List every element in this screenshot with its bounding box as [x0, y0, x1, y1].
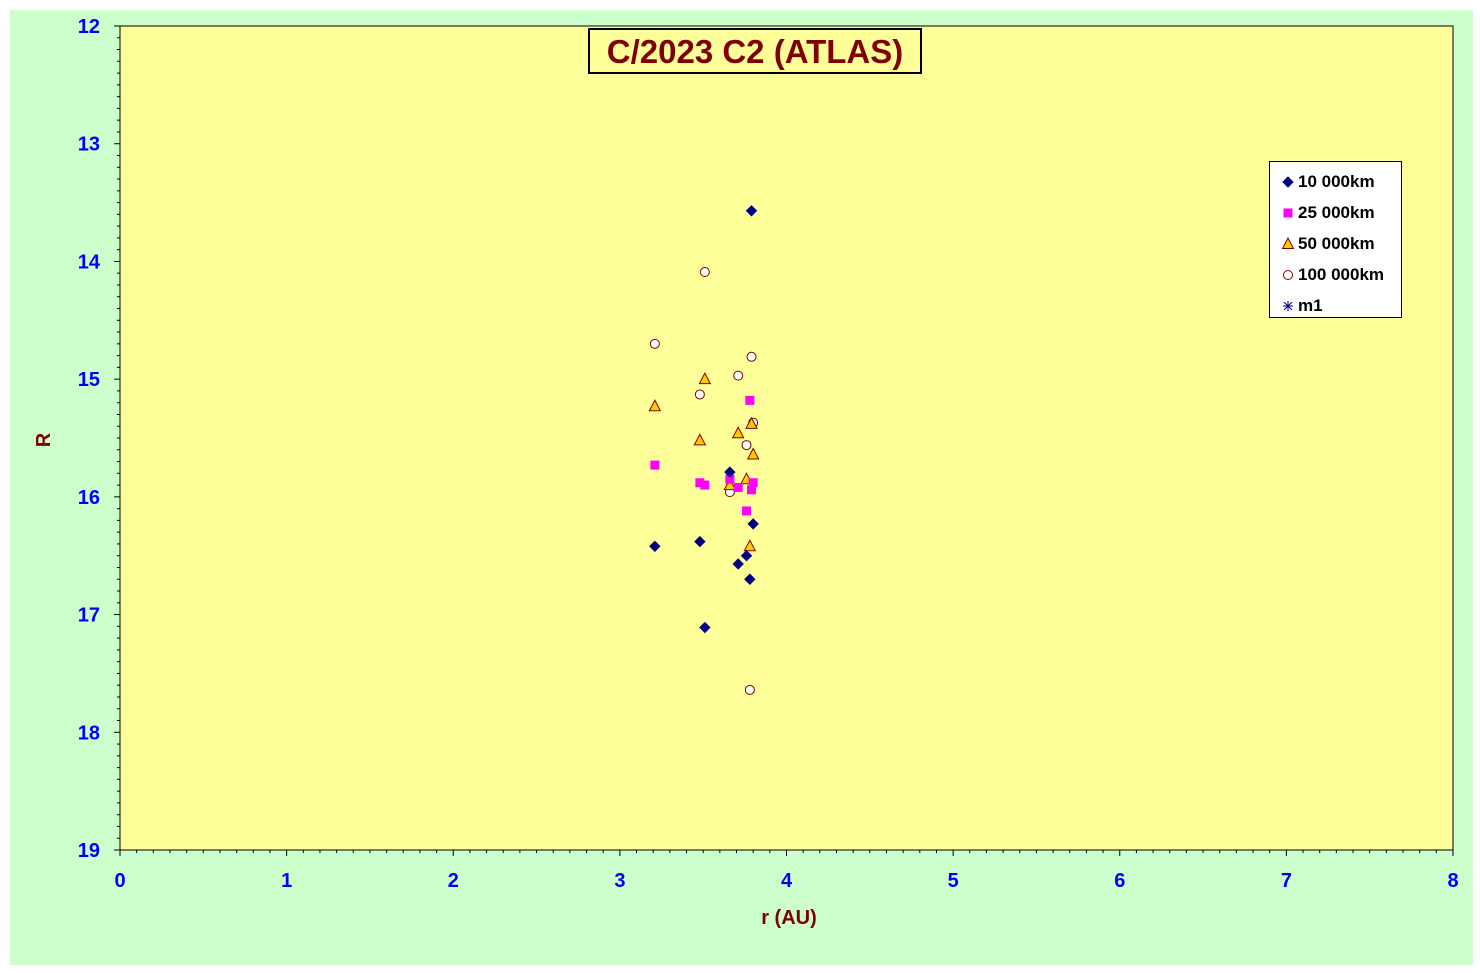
data-point: [740, 550, 753, 562]
data-point: [742, 506, 752, 516]
data-point: [699, 621, 711, 634]
data-point: [695, 478, 705, 488]
x-tick-label: 4: [781, 870, 793, 892]
data-point: [700, 480, 710, 490]
data-point: [745, 416, 758, 429]
data-point: [694, 389, 705, 400]
legend-marker: [1278, 296, 1298, 316]
data-point: [724, 466, 736, 478]
legend-marker-star-icon: [1283, 300, 1293, 311]
legend-label: 100 000km: [1298, 264, 1385, 284]
y-tick-label: 14: [78, 251, 101, 273]
legend-marker-diamond-icon: [1282, 175, 1294, 188]
legend-label: 25 000km: [1298, 202, 1375, 222]
data-point: [744, 684, 755, 695]
data-point: [723, 478, 737, 491]
data-point: [748, 478, 758, 488]
x-axis-title: r (AU): [761, 907, 817, 929]
y-tick-label: 12: [78, 16, 100, 38]
x-tick-label: 1: [281, 870, 292, 892]
x-tick-label: 3: [614, 870, 625, 892]
legend: 10 000km 25 000km 50 000km 100 000km m1: [1269, 161, 1402, 318]
legend-item: m1: [1270, 290, 1401, 321]
y-tick-label: 13: [78, 134, 100, 156]
data-point: [745, 395, 755, 405]
legend-marker-shape: [1281, 236, 1295, 249]
data-point: [693, 433, 707, 446]
data-point: [699, 267, 710, 278]
data-point: [650, 460, 660, 470]
legend-marker-shape: [1283, 269, 1293, 280]
legend-item: 10 000km: [1270, 166, 1401, 197]
legend-label: 10 000km: [1298, 171, 1375, 191]
x-tick-label: 5: [948, 870, 959, 892]
legend-item: 50 000km: [1270, 228, 1401, 259]
data-point: [649, 338, 660, 349]
y-axis-title: R: [33, 432, 55, 447]
data-point: [649, 540, 661, 553]
x-tick-label: 8: [1447, 870, 1458, 892]
data-point: [725, 474, 735, 484]
legend-marker-square-icon: [1283, 208, 1293, 217]
data-marks: [648, 205, 760, 695]
y-tick-label: 17: [78, 605, 100, 627]
legend-marker: [1278, 234, 1298, 254]
x-tick-label: 7: [1281, 870, 1292, 892]
y-tick-label: 16: [78, 487, 100, 509]
legend-marker-triangle-icon: [1281, 236, 1295, 249]
x-axis: 0 1 2 3 4 5 6 7 8: [114, 850, 1459, 892]
data-point: [741, 440, 752, 451]
data-point: [746, 351, 757, 362]
data-point: [744, 573, 756, 585]
chart-title: C/2023 C2 (ATLAS): [588, 28, 922, 74]
legend-marker: [1278, 265, 1298, 285]
data-point: [733, 482, 743, 492]
x-tick-label: 6: [1114, 870, 1125, 892]
y-tick-label: 19: [78, 840, 100, 862]
y-tick-label: 18: [78, 722, 100, 744]
legend-marker-shape: [1282, 175, 1294, 188]
legend-marker: [1278, 203, 1298, 223]
data-point: [694, 535, 706, 548]
legend-label: m1: [1298, 295, 1323, 315]
data-point: [731, 426, 745, 439]
data-point: [745, 205, 758, 217]
plot-area: [119, 25, 1454, 851]
data-point: [732, 558, 744, 570]
data-point: [648, 399, 662, 412]
data-point: [746, 447, 760, 460]
legend-item: 25 000km: [1270, 197, 1401, 228]
x-tick-label: 2: [448, 870, 459, 892]
legend-marker: [1278, 172, 1298, 192]
y-tick-label: 15: [78, 369, 100, 391]
data-point: [747, 485, 757, 495]
data-point: [698, 372, 712, 385]
legend-marker-shape: [1283, 300, 1293, 311]
data-point: [747, 518, 759, 530]
y-axis: 12 13 14 15 16 17 18 19: [78, 16, 120, 862]
legend-marker-shape: [1283, 208, 1293, 217]
x-tick-label: 0: [114, 870, 125, 892]
legend-item: 100 000km: [1270, 259, 1401, 290]
legend-label: 50 000km: [1298, 233, 1375, 253]
data-point: [743, 539, 757, 552]
legend-marker-circle-icon: [1283, 269, 1293, 280]
data-point: [733, 370, 744, 381]
